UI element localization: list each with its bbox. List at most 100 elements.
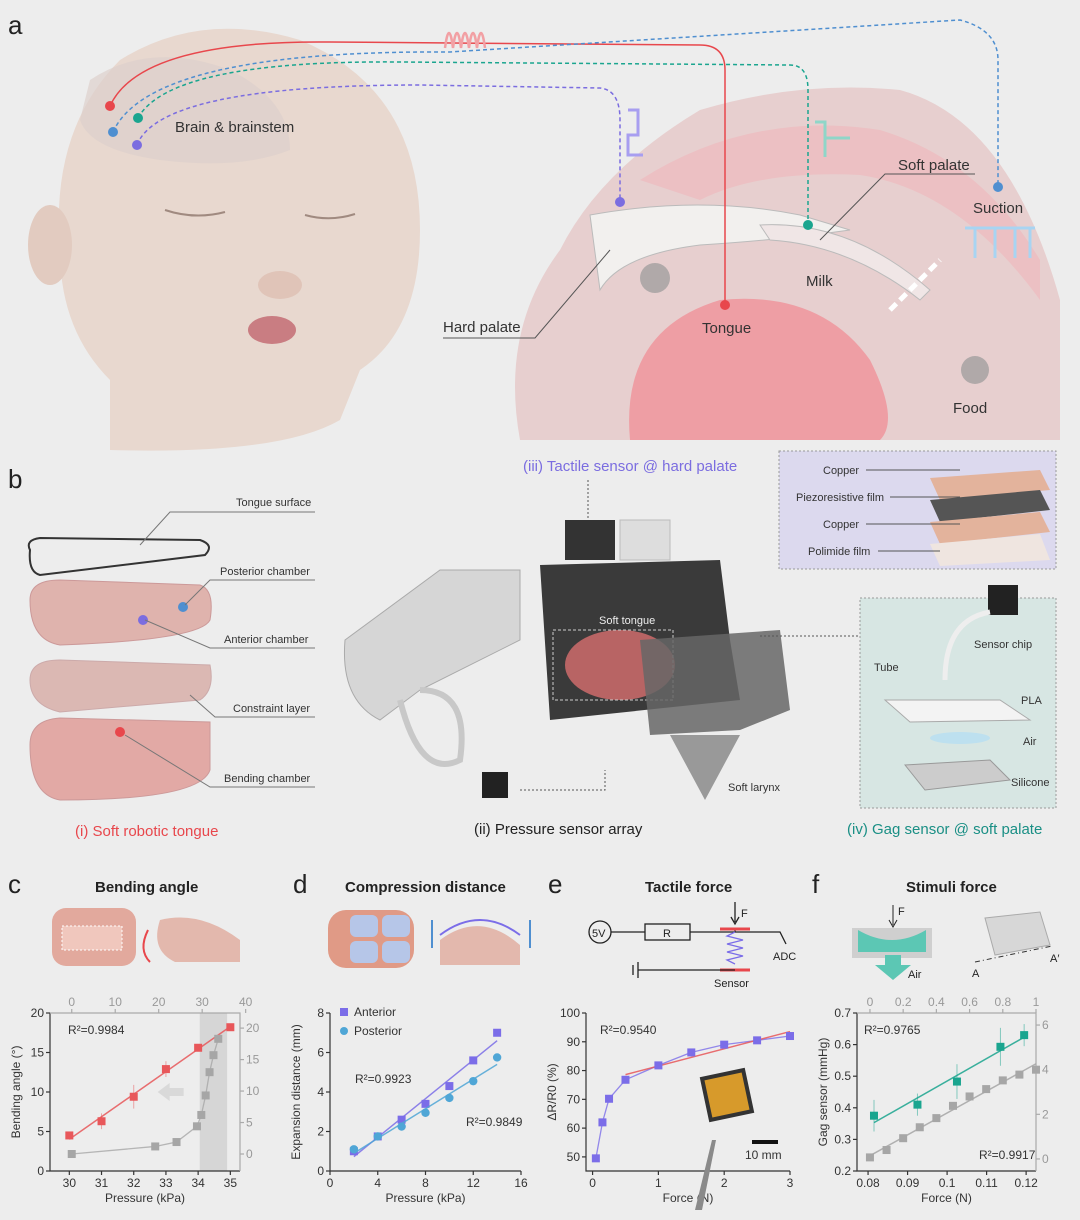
- y-tick-label: 6: [317, 1046, 324, 1060]
- y-tick-label: 15: [31, 1046, 45, 1060]
- x-tick-label: 2: [721, 1176, 728, 1190]
- panel-e-title: Tactile force: [645, 879, 732, 896]
- circuit-schematic: [588, 902, 787, 978]
- series-line: [71, 1038, 219, 1155]
- right-tick-label: 10: [246, 1084, 260, 1098]
- data-point: [899, 1134, 908, 1143]
- data-point: [1015, 1070, 1024, 1079]
- secondary-axes: [50, 1012, 241, 1171]
- suction-pathway: [112, 19, 999, 185]
- legend-marker: [340, 1008, 348, 1016]
- x-tick-label: 8: [422, 1176, 429, 1190]
- data-point: [197, 1110, 206, 1119]
- signal-waveform-icon: [443, 31, 487, 49]
- x-tick-label: 0.11: [975, 1176, 998, 1190]
- panel-d-header: d Compression distance: [293, 869, 531, 968]
- data-point: [129, 1092, 138, 1101]
- top-tick-label: 0: [68, 995, 75, 1009]
- closed-eye-left: [164, 209, 226, 217]
- x-tick-label: 0: [589, 1176, 596, 1190]
- brain-node-teal: [133, 113, 143, 123]
- panel-f-title: Stimuli force: [906, 879, 997, 896]
- food-icon: [961, 356, 989, 384]
- circuit-force-label: F: [741, 908, 748, 920]
- section-a-prime-label: A′: [1050, 953, 1059, 965]
- top-tick-label: 10: [109, 995, 123, 1009]
- data-point: [194, 1043, 203, 1052]
- brain-node-purple: [132, 140, 142, 150]
- tongue-pathway: [109, 41, 726, 305]
- panel-e-header: e Tactile force 5V R F ADC Sensor: [548, 869, 796, 990]
- y-tick-label: 0.5: [834, 1069, 851, 1083]
- fit-line: [625, 1030, 791, 1076]
- label-anterior-chamber: Anterior chamber: [224, 634, 309, 646]
- caption-pressure-sensor-array: (ii) Pressure sensor array: [474, 821, 643, 838]
- hard-palate-node: [615, 197, 625, 207]
- data-point: [161, 1065, 170, 1074]
- circuit-source-label: 5V: [592, 928, 606, 940]
- top-tick-label: 0: [867, 995, 874, 1009]
- data-point: [948, 1101, 957, 1110]
- x-tick-label: 4: [374, 1176, 381, 1190]
- hard-palate-signal-icon: [626, 108, 643, 157]
- y-tick-label: 0.4: [834, 1101, 851, 1115]
- label-silicone: Silicone: [1011, 777, 1050, 789]
- right-tick-label: 2: [1042, 1107, 1049, 1121]
- label-bending-chamber: Bending chamber: [224, 773, 311, 785]
- r-squared-annotation: R²=0.9917: [979, 1148, 1036, 1162]
- x-tick-label: 30: [63, 1176, 77, 1190]
- y-tick-label: 20: [31, 1006, 45, 1020]
- section-a-label: A: [972, 968, 980, 980]
- data-point: [720, 1040, 729, 1049]
- y-tick-label: 2: [317, 1125, 324, 1139]
- data-point: [349, 1145, 359, 1154]
- right-tick-label: 15: [246, 1053, 260, 1067]
- data-point: [598, 1118, 607, 1127]
- series-anterior: [349, 1028, 502, 1158]
- data-point: [205, 1068, 214, 1077]
- top-tick-label: 0.4: [928, 995, 945, 1009]
- leader-hard-palate: [443, 249, 611, 339]
- scale-bar: [752, 1140, 778, 1144]
- x-tick-label: 12: [467, 1176, 481, 1190]
- series-0: [869, 1024, 1029, 1132]
- arrow-left-icon: [157, 1083, 184, 1102]
- r-squared-annotation: R²=0.9765: [864, 1023, 921, 1037]
- circuit-resistor-label: R: [663, 928, 671, 940]
- x-tick-label: 16: [514, 1176, 528, 1190]
- layer-copper-bottom: Copper: [823, 519, 859, 531]
- data-point: [493, 1028, 502, 1037]
- data-point: [67, 1150, 76, 1159]
- y-tick-label: 90: [567, 1035, 581, 1049]
- y-tick-label: 10: [31, 1085, 45, 1099]
- suction-node: [993, 182, 1003, 192]
- data-point: [1032, 1065, 1040, 1074]
- food-bolus-icon: [640, 263, 670, 293]
- scale-bar-label: 10 mm: [745, 1148, 782, 1162]
- label-tube: Tube: [874, 662, 899, 674]
- caption-gag-sensor: (iv) Gag sensor @ soft palate: [847, 821, 1042, 838]
- y-tick-label: 4: [317, 1085, 324, 1099]
- panel-e-letter: e: [548, 869, 562, 899]
- stimuli-force-label: F: [898, 906, 905, 918]
- leader-soft-palate: [819, 173, 975, 241]
- data-point: [492, 1053, 502, 1062]
- y-tick-label: 100: [560, 1006, 580, 1020]
- soft-palate-pathway: [137, 61, 809, 225]
- series-1: [67, 1034, 223, 1159]
- layer-piezoresistive-film: Piezoresistive film: [796, 492, 884, 504]
- x-tick-label: 33: [159, 1176, 173, 1190]
- data-point: [445, 1082, 454, 1091]
- data-point: [998, 1076, 1007, 1085]
- brain-outline: [80, 57, 290, 164]
- data-point: [397, 1122, 406, 1131]
- gag-sensor-cross-section-icon: [858, 930, 926, 952]
- label-tongue-surface: Tongue surface: [236, 497, 311, 509]
- x-tick-label: 34: [191, 1176, 205, 1190]
- top-tick-label: 0.8: [994, 995, 1011, 1009]
- neural-pathways: [109, 19, 1035, 305]
- label-soft-larynx: Soft larynx: [728, 782, 780, 794]
- data-point: [209, 1051, 218, 1060]
- data-point: [397, 1115, 406, 1124]
